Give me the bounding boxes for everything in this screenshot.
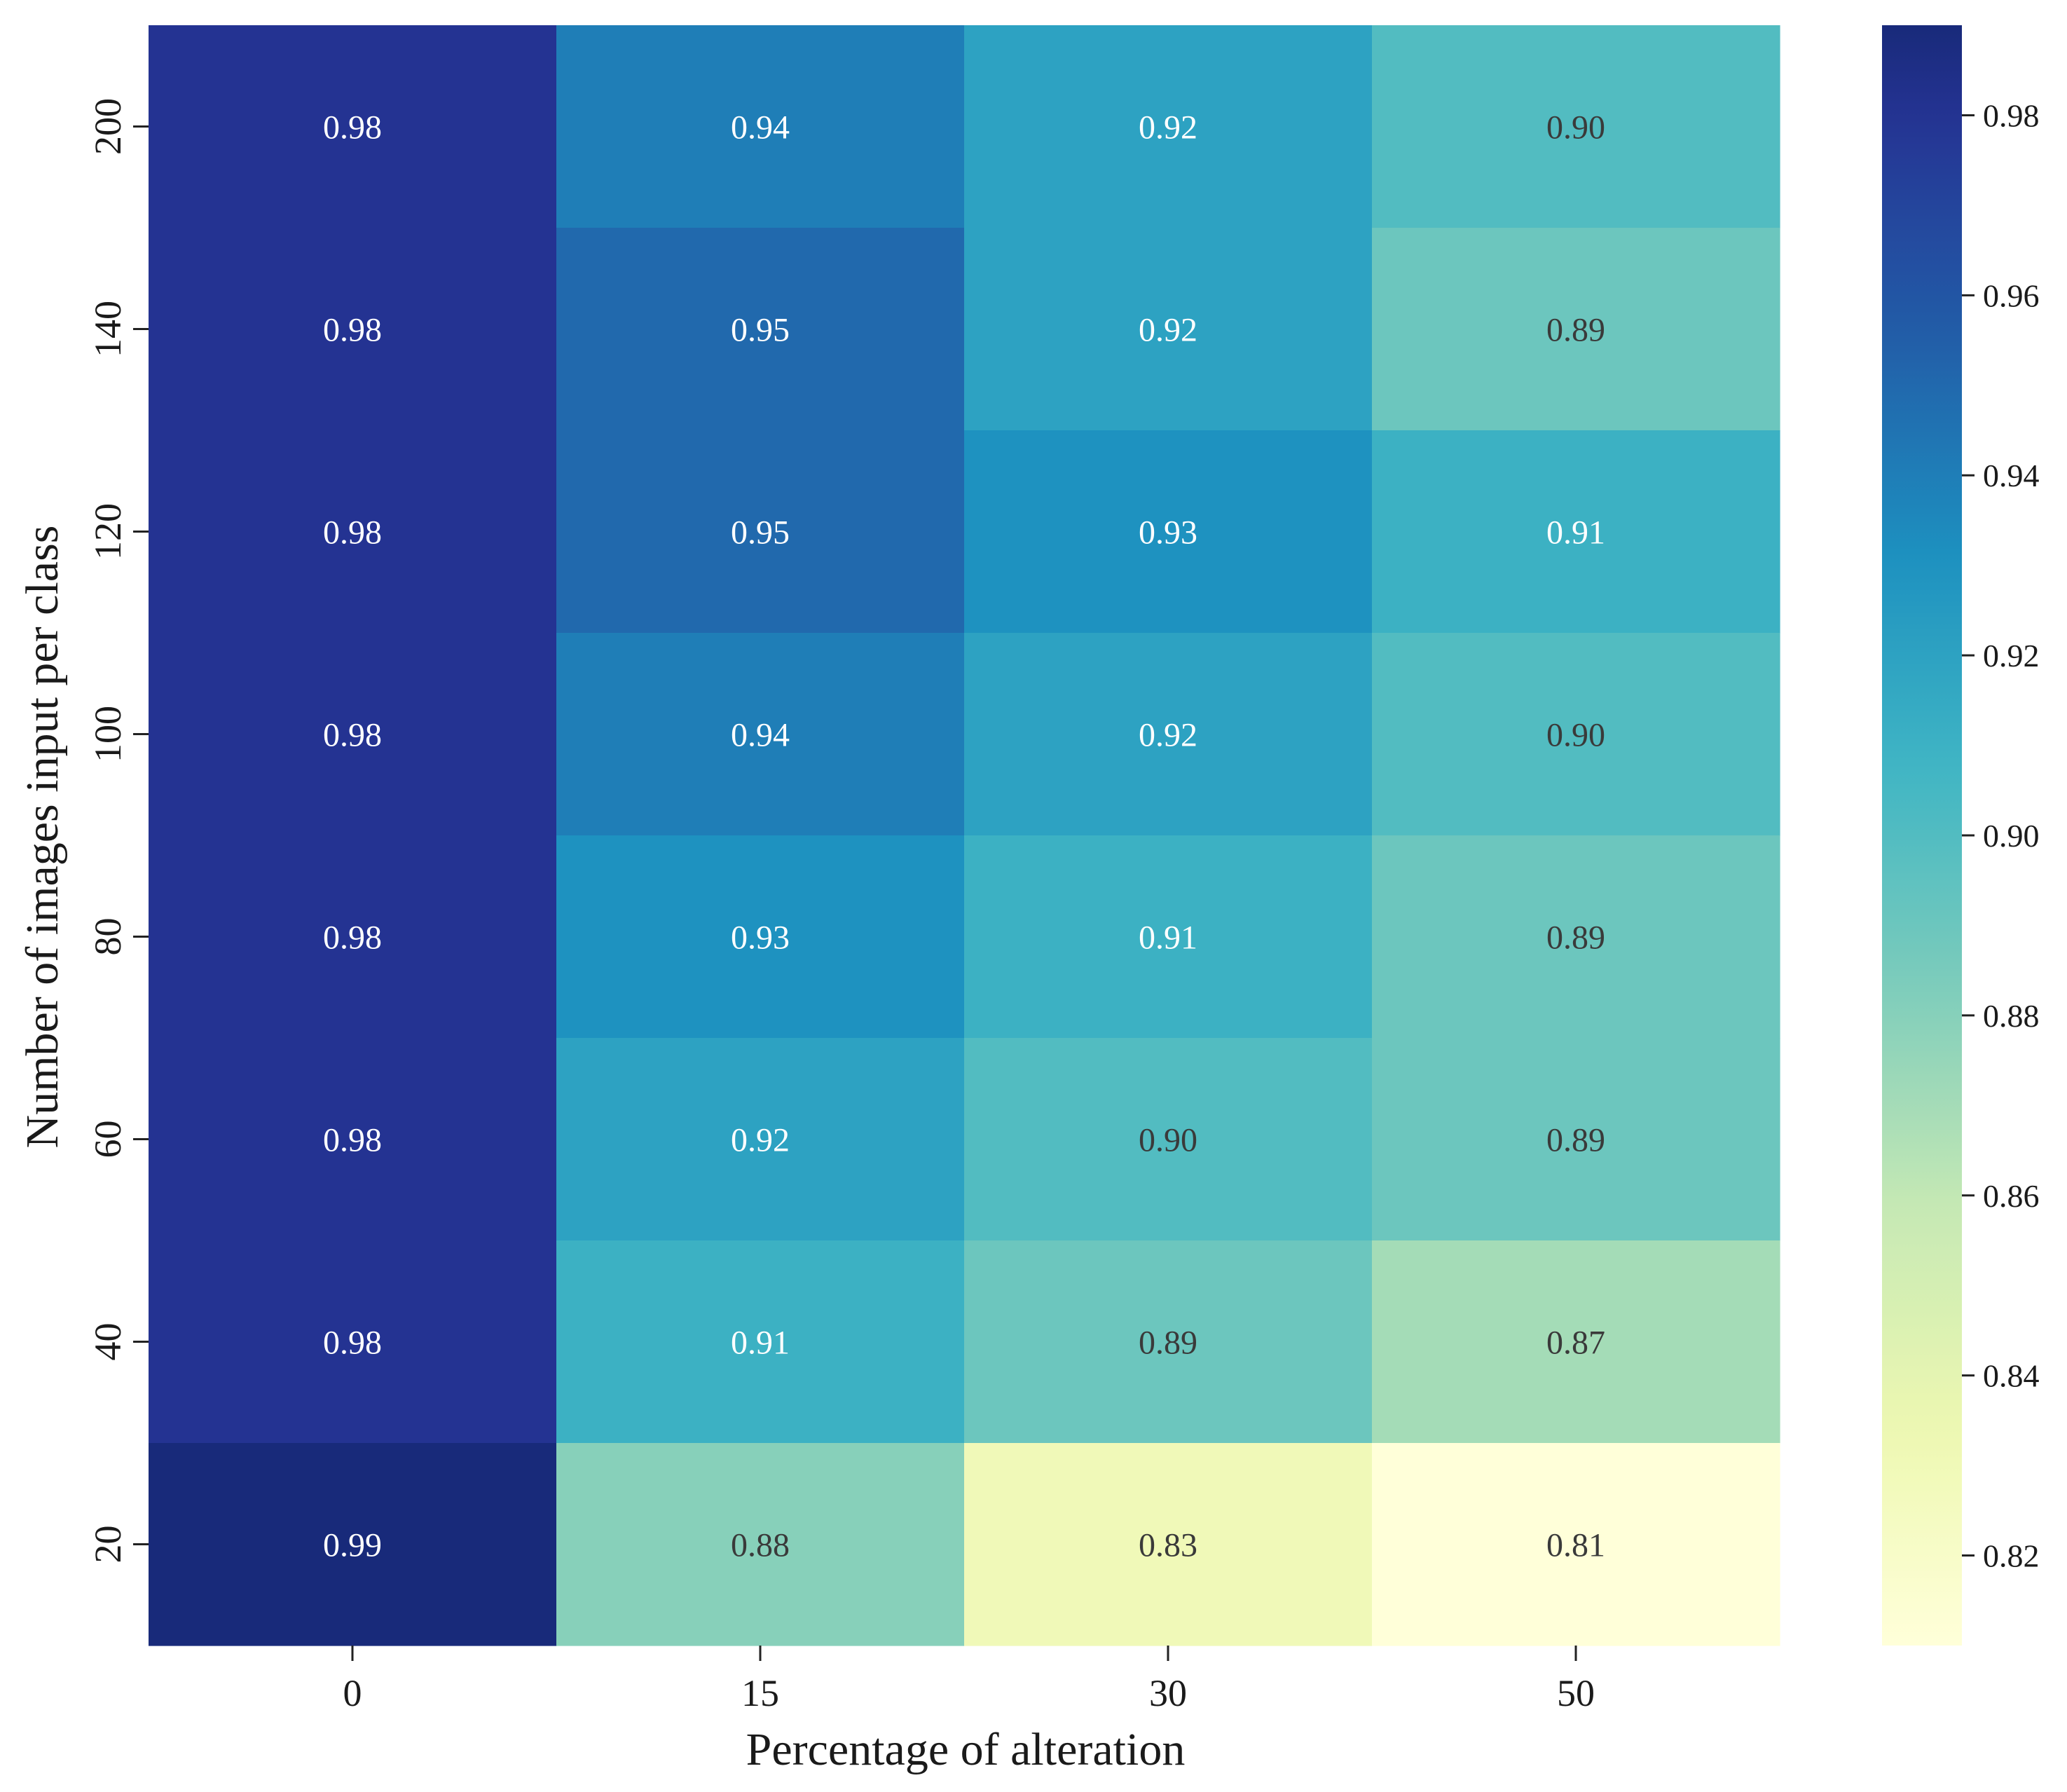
colorbar-gradient (1882, 25, 1962, 1646)
x-axis-label: Percentage of alteration (746, 1724, 1186, 1775)
heatmap-cell-value: 0.83 (1139, 1527, 1197, 1564)
colorbar-tick-label: 0.84 (1983, 1358, 2040, 1394)
heatmap-cell-value: 0.89 (1139, 1325, 1197, 1362)
colorbar: 0.82 0.84 0.86 0.88 0.90 0.92 0.94 0.96 0.98 (1882, 25, 2040, 1646)
y-tick-label: 200 (87, 98, 129, 155)
heatmap-cell-value: 0.90 (1139, 1122, 1197, 1159)
colorbar-ticks: 0.82 0.84 0.86 0.88 0.90 0.92 0.94 0.96 0.98 (1962, 97, 2040, 1574)
heatmap-cell-value: 0.87 (1546, 1325, 1605, 1362)
heatmap-cell-40-50 (1372, 1240, 1780, 1444)
heatmap-cell-value: 0.93 (731, 919, 790, 957)
heatmap-cell-40-15 (556, 1240, 965, 1444)
heatmap-cell-value: 0.98 (323, 109, 382, 146)
heatmap-cell-value: 0.90 (1546, 717, 1605, 754)
y-axis-label: Number of images input per class (17, 526, 68, 1149)
heatmap-cell-80-30 (964, 835, 1373, 1039)
heatmap-cell-labels: 0.98 0.94 0.92 0.90 0.98 0.95 0.92 0.89 0.98 0.95… (323, 109, 1605, 1564)
heatmap-cell-200-50 (1372, 25, 1780, 228)
colorbar-tick-label: 0.98 (1983, 97, 2040, 133)
heatmap-cell-value: 0.94 (731, 109, 790, 146)
heatmap-cell-value: 0.98 (323, 1325, 382, 1362)
heatmap-cell-value: 0.99 (323, 1527, 382, 1564)
heatmap-cell-100-0 (149, 633, 557, 836)
y-tick-label: 80 (87, 918, 129, 956)
heatmap-cell-100-30 (964, 633, 1373, 836)
heatmap-cell-value: 0.91 (731, 1325, 790, 1362)
y-axis: 200 140 120 100 80 60 40 20 (87, 98, 149, 1564)
heatmap-cell-value: 0.94 (731, 717, 790, 754)
x-tick-label: 30 (1149, 1672, 1187, 1714)
heatmap-cell-value: 0.88 (731, 1527, 790, 1564)
colorbar-tick-label: 0.90 (1983, 818, 2040, 854)
heatmap-cell-200-15 (556, 25, 965, 228)
heatmap-cell-value: 0.89 (1546, 1122, 1605, 1159)
heatmap-cell-value: 0.89 (1546, 312, 1605, 349)
heatmap-cell-value: 0.98 (323, 919, 382, 957)
colorbar-tick-label: 0.92 (1983, 638, 2040, 673)
heatmap-cell-40-30 (964, 1240, 1373, 1444)
heatmap-cell-value: 0.81 (1546, 1527, 1605, 1564)
heatmap-cell-20-30 (964, 1443, 1373, 1646)
x-axis: 0 15 30 50 (343, 1646, 1595, 1714)
heatmap-cell-20-50 (1372, 1443, 1780, 1646)
colorbar-tick-label: 0.94 (1983, 458, 2040, 493)
colorbar-tick-label: 0.96 (1983, 278, 2040, 313)
heatmap-cell-140-30 (964, 228, 1373, 431)
heatmap-cell-value: 0.92 (1139, 109, 1197, 146)
colorbar-tick-label: 0.88 (1983, 998, 2040, 1034)
heatmap-cell-value: 0.92 (731, 1122, 790, 1159)
y-tick-label: 20 (87, 1526, 129, 1564)
x-tick-label: 15 (741, 1672, 779, 1714)
y-tick-label: 40 (87, 1323, 129, 1361)
heatmap-cell-140-0 (149, 228, 557, 431)
heatmap-cell-120-50 (1372, 430, 1780, 634)
x-tick-label: 50 (1557, 1672, 1595, 1714)
heatmap-cell-140-50 (1372, 228, 1780, 431)
heatmap-cell-value: 0.95 (731, 514, 790, 552)
heatmap-cell-120-0 (149, 430, 557, 634)
heatmap-cell-value: 0.98 (323, 312, 382, 349)
heatmap-cell-value: 0.93 (1139, 514, 1197, 552)
y-tick-label: 100 (87, 706, 129, 762)
heatmap-cell-value: 0.90 (1546, 109, 1605, 146)
heatmap-cell-value: 0.95 (731, 312, 790, 349)
heatmap-cell-200-0 (149, 25, 557, 228)
heatmap-cell-60-0 (149, 1038, 557, 1241)
heatmap-cell-120-15 (556, 430, 965, 634)
colorbar-tick-label: 0.82 (1983, 1538, 2040, 1574)
heatmap-cell-100-50 (1372, 633, 1780, 836)
heatmap-cell-value: 0.89 (1546, 919, 1605, 957)
y-tick-label: 60 (87, 1121, 129, 1158)
heatmap-cell-value: 0.92 (1139, 312, 1197, 349)
heatmap-cell-100-15 (556, 633, 965, 836)
heatmap-cell-60-15 (556, 1038, 965, 1241)
heatmap-cell-20-0 (149, 1443, 557, 1646)
heatmap-cell-value: 0.98 (323, 1122, 382, 1159)
colorbar-tick-label: 0.86 (1983, 1178, 2040, 1214)
heatmap-cell-60-30 (964, 1038, 1373, 1241)
x-tick-label: 0 (343, 1672, 362, 1714)
y-tick-label: 140 (87, 301, 129, 357)
heatmap-cell-value: 0.91 (1546, 514, 1605, 552)
y-tick-label: 120 (87, 503, 129, 560)
heatmap-cell-80-15 (556, 835, 965, 1039)
heatmap-cell-80-50 (1372, 835, 1780, 1039)
heatmap-cell-value: 0.98 (323, 514, 382, 552)
heatmap-cell-value: 0.98 (323, 717, 382, 754)
heatmap-cells (149, 25, 1780, 1646)
heatmap-cell-120-30 (964, 430, 1373, 634)
heatmap-cell-200-30 (964, 25, 1373, 228)
heatmap-cell-60-50 (1372, 1038, 1780, 1241)
heatmap-cell-140-15 (556, 228, 965, 431)
heatmap-cell-value: 0.92 (1139, 717, 1197, 754)
heatmap-cell-40-0 (149, 1240, 557, 1444)
heatmap-cell-value: 0.91 (1139, 919, 1197, 957)
heatmap-cell-80-0 (149, 835, 557, 1039)
heatmap-cell-20-15 (556, 1443, 965, 1646)
